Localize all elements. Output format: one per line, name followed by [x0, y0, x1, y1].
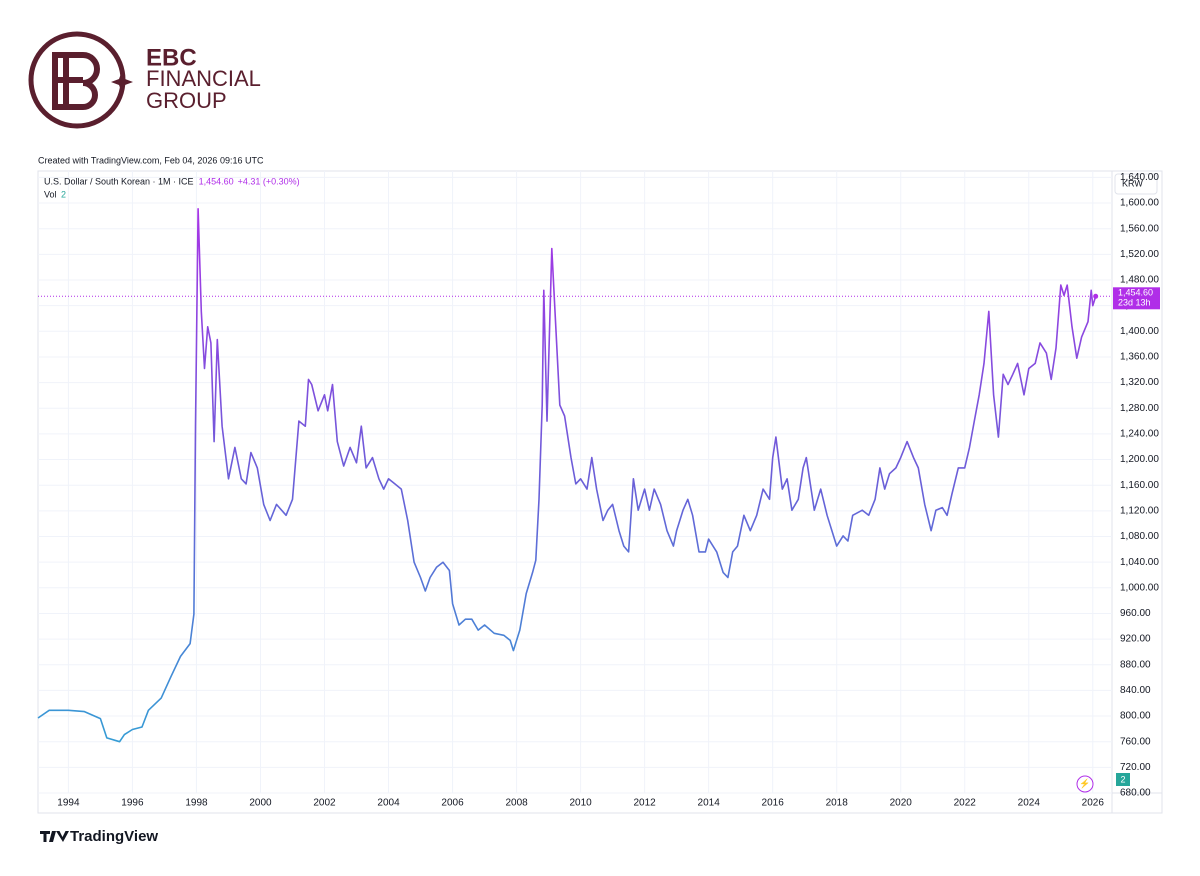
- y-tick-label: 1,120.00: [1120, 505, 1159, 516]
- brand-line: GROUP: [146, 88, 227, 113]
- y-tick-label: 1,520.00: [1120, 249, 1159, 260]
- plot: [37, 208, 1112, 743]
- y-tick-label: 960.00: [1120, 608, 1151, 619]
- x-tick-label: 2002: [313, 798, 336, 809]
- x-tick-label: 2004: [377, 798, 400, 809]
- y-tick-label: 1,040.00: [1120, 557, 1159, 568]
- y-tick-label: 720.00: [1120, 762, 1151, 773]
- y-tick-label: 1,240.00: [1120, 429, 1159, 440]
- x-tick-label: 2014: [698, 798, 721, 809]
- x-tick-label: 2012: [634, 798, 657, 809]
- event-icon-glyph: ⚡: [1079, 777, 1090, 789]
- price: 1,454.60: [199, 176, 234, 186]
- last-price-label: 1,454.60: [1118, 288, 1153, 298]
- tv-logo: [40, 831, 69, 842]
- last-price-box: [1113, 287, 1160, 310]
- volume-badge-value: 2: [1120, 774, 1125, 784]
- symbol: U.S. Dollar / South Korean · 1M · ICE: [44, 176, 194, 186]
- x-tick-label: 2016: [762, 798, 785, 809]
- price-line: [37, 208, 1097, 743]
- y-tick-label: 1,080.00: [1120, 531, 1159, 542]
- last-point: [1093, 293, 1099, 299]
- x-tick-label: 2026: [1082, 798, 1105, 809]
- y-tick-label: 880.00: [1120, 659, 1151, 670]
- y-tick-label: 1,560.00: [1120, 223, 1159, 234]
- y-tick-label: 1,160.00: [1120, 480, 1159, 491]
- brand-line: FINANCIAL: [146, 66, 261, 91]
- x-tick-label: 2008: [505, 798, 528, 809]
- y-tick-label: 680.00: [1120, 788, 1151, 799]
- y-tick-label: 1,280.00: [1120, 403, 1159, 414]
- y-tick-label: 1,200.00: [1120, 454, 1159, 465]
- currency: KRW: [1122, 178, 1143, 188]
- x-tick-label: 1996: [121, 798, 144, 809]
- x-tick-label: 2024: [1018, 798, 1041, 809]
- logo: [28, 31, 133, 129]
- y-tick-label: 760.00: [1120, 736, 1151, 747]
- y-tick-label: 840.00: [1120, 685, 1151, 696]
- y-tick-label: 1,400.00: [1120, 326, 1159, 337]
- volume-value: 2: [61, 189, 66, 199]
- y-tick-label: 800.00: [1120, 711, 1151, 722]
- event-icon[interactable]: [1076, 775, 1094, 793]
- y-tick-label: 920.00: [1120, 634, 1151, 645]
- volume-badge: [1116, 773, 1130, 786]
- x-tick-label: 1998: [185, 798, 208, 809]
- y-tick-label: 1,360.00: [1120, 352, 1159, 363]
- y-tick-label: 1,640.00: [1120, 172, 1159, 183]
- y-tick-label: 1,000.00: [1120, 582, 1159, 593]
- change: +4.31 (+0.30%): [238, 176, 300, 186]
- y-tick-label: 1,600.00: [1120, 198, 1159, 209]
- x-tick-label: 2018: [826, 798, 849, 809]
- x-tick-label: 2022: [954, 798, 977, 809]
- currency-box[interactable]: [1114, 173, 1158, 195]
- footer: TradingView: [70, 828, 158, 845]
- volume-label: Vol: [44, 189, 57, 199]
- y-tick-label: 1,320.00: [1120, 377, 1159, 388]
- x-tick-label: 2020: [890, 798, 913, 809]
- frame: [37, 170, 1163, 814]
- x-tick-label: 1994: [57, 798, 80, 809]
- x-tick-label: 2000: [249, 798, 272, 809]
- y-tick-label: 1,480.00: [1120, 275, 1159, 286]
- x-tick-label: 2010: [569, 798, 592, 809]
- credit: Created with TradingView.com, Feb 04, 20…: [38, 155, 264, 165]
- countdown: 23d 13h: [1118, 298, 1151, 308]
- x-tick-label: 2006: [441, 798, 464, 809]
- brand-name: EBC: [146, 44, 197, 71]
